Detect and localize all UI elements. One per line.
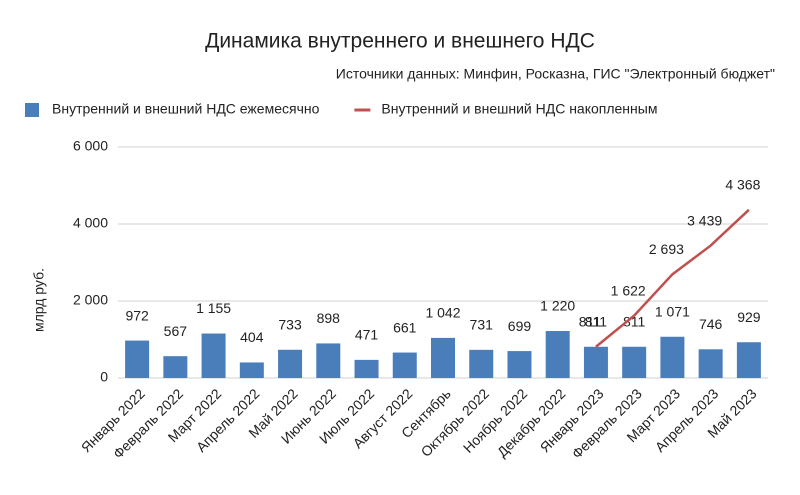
bar-value-label: 972 — [125, 307, 149, 323]
bar — [163, 356, 188, 378]
bar-value-label: 731 — [470, 317, 494, 333]
line-value-label: 4 368 — [725, 177, 760, 193]
bar-value-label: 661 — [393, 319, 417, 335]
line-value-label: 1 622 — [611, 282, 646, 298]
line — [595, 208, 750, 348]
bar — [545, 331, 570, 378]
bar-value-label: 1 071 — [655, 303, 690, 319]
bar-value-label: 929 — [737, 309, 761, 325]
bar — [201, 333, 226, 378]
bar-value-label: 811 — [585, 313, 608, 329]
bar-value-label: 1 155 — [196, 300, 231, 316]
bar — [316, 343, 341, 378]
bar-value-label: 699 — [508, 318, 532, 334]
bar-value-label: 471 — [355, 327, 379, 343]
bar — [622, 346, 647, 378]
bar-value-label: 1 220 — [540, 298, 575, 314]
y-tick-label: 0 — [100, 369, 108, 385]
y-axis-label: млрд руб. — [31, 268, 47, 332]
bar-value-label: 898 — [317, 310, 341, 326]
bar-value-label: 567 — [164, 323, 188, 339]
legend-label: Внутренний и внешний НДС накопленным — [381, 101, 657, 117]
bar — [469, 349, 494, 378]
bar — [507, 351, 532, 378]
bar — [698, 349, 723, 378]
bar — [736, 342, 761, 378]
y-tick-label: 6 000 — [73, 138, 108, 154]
bar-value-label: 733 — [278, 316, 302, 332]
bar — [660, 336, 685, 378]
bar-value-label: 404 — [240, 329, 264, 345]
bar-value-label: 746 — [699, 316, 723, 332]
chart-title: Динамика внутреннего и внешнего НДС — [205, 30, 595, 53]
bar-value-label: 1 042 — [425, 305, 460, 321]
y-tick-label: 2 000 — [73, 292, 108, 308]
line-value-label: 811 — [579, 313, 602, 329]
y-tick-label: 4 000 — [73, 215, 108, 231]
bar — [583, 346, 608, 378]
legend-label: Внутренний и внешний НДС ежемесячно — [52, 101, 320, 117]
bar — [125, 340, 150, 378]
line-value-label: 2 693 — [649, 241, 684, 257]
bar — [278, 349, 303, 378]
bar — [239, 362, 264, 378]
bar-value-label: 811 — [623, 313, 646, 329]
legend-swatch — [25, 103, 39, 117]
line-value-label: 3 439 — [687, 212, 722, 228]
bar — [392, 352, 417, 378]
bar — [354, 359, 379, 378]
chart-subtitle: Источники данных: Минфин, Росказна, ГИС … — [336, 66, 775, 82]
bar — [431, 337, 455, 378]
